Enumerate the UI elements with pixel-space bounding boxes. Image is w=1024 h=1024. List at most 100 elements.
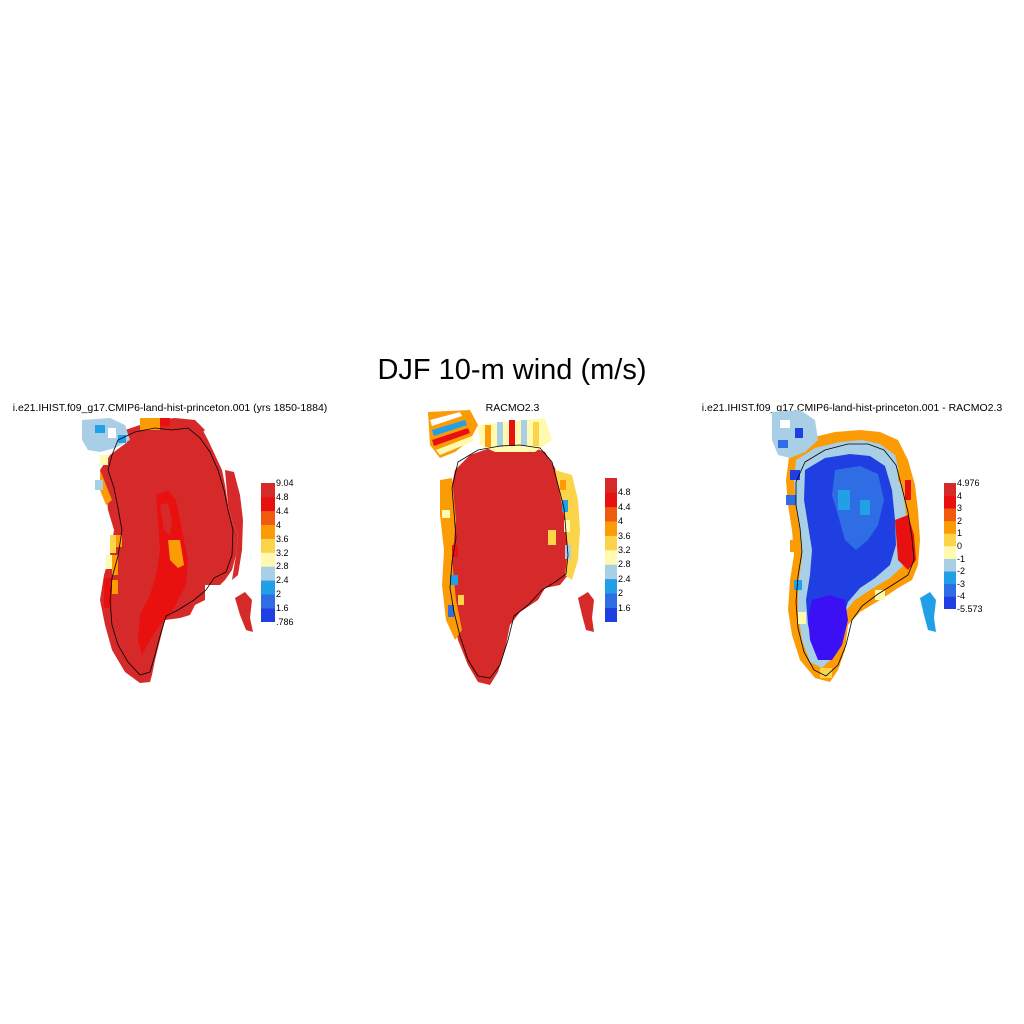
cell: [509, 420, 515, 446]
colorbar-segment: [605, 535, 617, 551]
colorbar-segment: [944, 508, 956, 522]
colorbar-tick-label: 3.6: [618, 530, 631, 541]
colorbar-tick-label: 1.6: [276, 603, 289, 614]
colorbar-segment: [605, 607, 617, 622]
colorbar-segment: [944, 520, 956, 534]
cell: [140, 418, 160, 430]
south-strong-negative: [808, 595, 848, 660]
cell: [780, 420, 790, 428]
colorbar-tick-label: 0: [957, 541, 963, 551]
colorbar-tick-label: -2: [957, 566, 966, 577]
colorbar-tick-label: 1.6: [618, 602, 631, 613]
colorbar-segment: [944, 596, 956, 609]
cell: [448, 605, 454, 617]
interior-ridge-inner: [160, 503, 172, 535]
colorbar-segment: [261, 483, 275, 498]
cell: [790, 470, 800, 480]
colorbar-tick-label: 2.4: [276, 575, 289, 586]
cell: [458, 595, 464, 605]
colorbar-segment: [261, 580, 275, 595]
cell: [562, 500, 568, 512]
colorbar-tick-label: 9.04: [276, 478, 294, 488]
cell: [820, 668, 832, 678]
cell: [898, 470, 904, 482]
stripe: [432, 428, 470, 446]
colorbar-segment: [605, 593, 617, 608]
colorbar-segment: [605, 578, 617, 594]
cell: [798, 612, 806, 624]
colorbar-tick-label: 3.2: [618, 545, 631, 555]
cell: [112, 555, 118, 575]
map-racmo-cells: [428, 410, 594, 685]
interior-light: [832, 466, 884, 550]
ice-sheet-field: [448, 444, 570, 685]
colorbar-difference: [944, 483, 956, 609]
cell: [452, 545, 458, 557]
interior-ridge-orange: [168, 540, 184, 568]
colorbar-segment: [261, 552, 275, 567]
coastline: [795, 443, 915, 677]
colorbar-tick-label: 4: [276, 519, 282, 530]
northwest-corner: [82, 418, 130, 452]
panel-title-difference: i.e21.IHIST.f09_g17.CMIP6-land-hist-prin…: [701, 402, 1003, 414]
colorbar-segment: [944, 483, 956, 496]
colorbar-segment: [261, 608, 275, 622]
colorbar-segment: [944, 571, 956, 585]
colorbar-tick-label: 4.8: [618, 487, 631, 498]
colorbar-tick-label: -5.573: [957, 604, 983, 614]
colorbar-tick-label: 4: [618, 516, 624, 527]
map-difference-cells: [772, 410, 936, 682]
colorbar-tick-label: 2.8: [276, 561, 289, 572]
southeast-island: [235, 592, 253, 632]
southeast-island: [578, 592, 594, 632]
stripe: [436, 436, 474, 455]
colorbar-tick-label: 1: [957, 528, 963, 539]
cell: [112, 580, 118, 594]
colorbar-segment: [944, 558, 956, 572]
west-coast-stripes: [440, 478, 462, 640]
cell: [108, 428, 116, 438]
cell: [95, 480, 103, 490]
colorbar-tick-label: 4.976: [957, 478, 980, 488]
colorbar-tick-label: 2.4: [618, 573, 631, 584]
colorbar-tick-label: -1: [957, 553, 966, 564]
colorbar-segment: [261, 594, 275, 609]
cell: [485, 425, 491, 447]
colorbar-segment: [944, 533, 956, 547]
east-coast-edge: [225, 470, 243, 580]
figure-title: DJF 10-m wind (m/s): [377, 354, 647, 386]
colorbar-model: [261, 483, 275, 622]
colorbar-segment: [605, 564, 617, 580]
colorbar-tick-label: 2: [957, 515, 963, 526]
cell: [564, 520, 570, 532]
map-racmo: [428, 410, 594, 685]
colorbar-segment: [605, 550, 617, 565]
colorbar-racmo: [605, 478, 617, 622]
colorbar-segment: [261, 510, 275, 525]
cell: [100, 455, 108, 465]
cell: [118, 435, 126, 443]
cell: [104, 578, 112, 608]
cell: [875, 590, 885, 600]
panel-title-racmo: RACMO2.3: [485, 402, 540, 414]
colorbar-segment: [605, 492, 617, 508]
cell: [778, 440, 788, 448]
fjord-edge-west: [100, 470, 112, 505]
cell: [450, 575, 458, 585]
cell: [497, 422, 503, 447]
cell: [794, 580, 802, 590]
colorbar-tick-label: .786: [276, 617, 294, 627]
colorbar-tick-label: 2: [276, 589, 282, 600]
interior-ridge-max: [138, 490, 188, 655]
cell: [795, 428, 803, 438]
cell: [860, 500, 870, 515]
colorbar-tick-label: 4.4: [276, 505, 289, 516]
colorbar-tick-label: 3.6: [276, 533, 289, 544]
cell: [548, 530, 556, 545]
colorbar-segment: [944, 495, 956, 509]
cell: [95, 425, 105, 433]
colorbar-segment: [261, 524, 275, 539]
colorbar-tick-label: 3: [957, 503, 963, 514]
colorbar-tick-label: 4.8: [276, 491, 289, 502]
coastline: [449, 444, 569, 679]
